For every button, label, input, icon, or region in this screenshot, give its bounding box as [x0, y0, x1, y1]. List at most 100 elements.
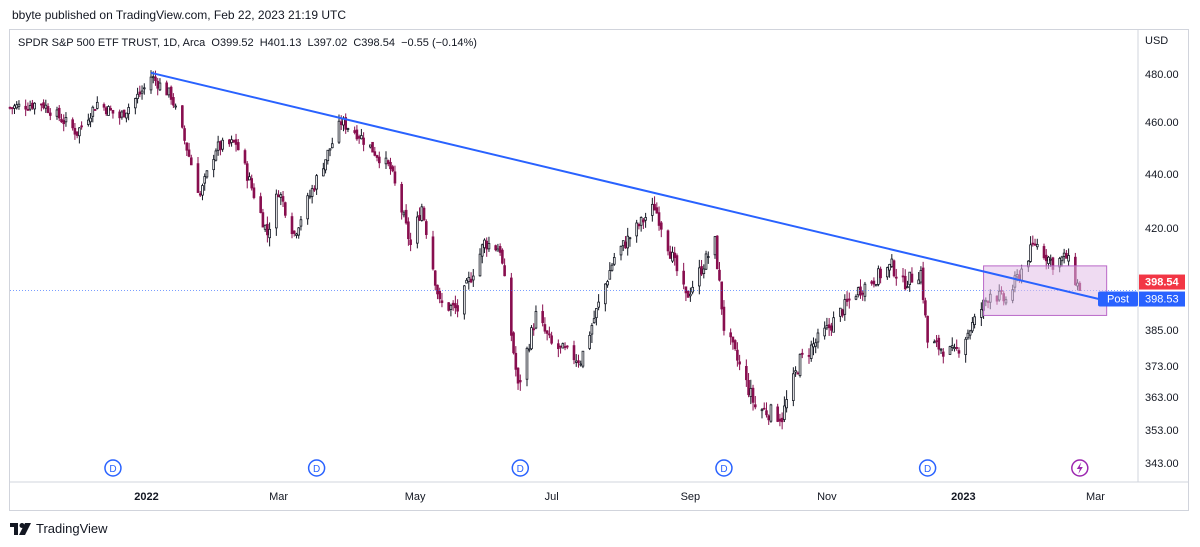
candle [563, 342, 567, 351]
candle [107, 105, 110, 116]
candle [322, 162, 325, 177]
candle [720, 281, 724, 315]
price-axis-tick: 440.00 [1145, 169, 1179, 181]
candle [624, 236, 627, 249]
candle [228, 138, 231, 147]
candle [561, 342, 565, 349]
lightning-icon [1071, 459, 1089, 477]
candle [785, 390, 788, 413]
candle [794, 366, 797, 377]
candle [910, 267, 914, 283]
candle [498, 243, 502, 256]
candle [892, 259, 896, 278]
close-value: C398.54 [353, 37, 395, 49]
dividend-marker: D [715, 459, 733, 477]
candle [653, 196, 656, 211]
candle [447, 302, 450, 312]
candle [75, 131, 79, 139]
candle [753, 395, 757, 410]
candle [512, 331, 515, 355]
candle [120, 110, 124, 120]
symbol-name[interactable]: SPDR S&P 500 ETF TRUST, 1D, Arca [18, 37, 206, 49]
svg-text:D: D [313, 464, 320, 475]
candle [15, 101, 19, 110]
candle [675, 253, 679, 276]
candle [268, 222, 271, 247]
candle [214, 148, 218, 162]
svg-text:D: D [720, 464, 727, 475]
candle [181, 105, 184, 129]
candle [843, 294, 847, 321]
candle [353, 126, 356, 135]
candle [953, 343, 956, 352]
candle [346, 127, 350, 133]
candle [980, 302, 983, 327]
candle [111, 109, 115, 119]
candle [89, 113, 92, 128]
candle [328, 148, 332, 157]
candle [713, 236, 717, 259]
candle [422, 206, 426, 222]
candle [149, 70, 153, 94]
candle [236, 139, 240, 151]
candle [485, 237, 489, 257]
candle [702, 264, 706, 279]
candle [389, 157, 392, 175]
candle [136, 87, 139, 104]
candle [478, 248, 482, 277]
candle [655, 202, 659, 214]
chart-frame [9, 29, 1189, 511]
candle [628, 236, 632, 247]
candle [1065, 250, 1068, 259]
candle [299, 216, 303, 231]
candle [42, 99, 45, 110]
candle [456, 299, 459, 318]
candle [747, 373, 750, 398]
candle [465, 277, 468, 284]
brand[interactable]: TradingView [10, 521, 108, 536]
candle [619, 245, 623, 261]
candle [433, 270, 437, 291]
candle [686, 290, 690, 298]
time-axis-tick: Nov [817, 491, 837, 503]
candle [565, 345, 569, 350]
symbol-legend: SPDR S&P 500 ETF TRUST, 1D, Arca O399.52… [18, 37, 477, 49]
candle [597, 294, 600, 311]
candle [877, 265, 880, 287]
candle [259, 192, 262, 214]
candle [765, 402, 768, 418]
candle [189, 154, 193, 166]
candle [1031, 235, 1035, 247]
candle [637, 222, 641, 230]
candle [698, 259, 701, 295]
candle [185, 142, 189, 156]
candle [471, 268, 475, 287]
candle [1062, 248, 1066, 264]
time-axis-tick: Mar [1086, 491, 1105, 503]
candle [933, 339, 936, 344]
candle [642, 217, 645, 230]
candle [715, 235, 719, 270]
candle [541, 304, 544, 327]
post-price-label: Post 398.53 [1098, 291, 1185, 307]
svg-text:398.54: 398.54 [1145, 277, 1180, 289]
candle [183, 125, 186, 145]
candle [172, 93, 175, 108]
candle [369, 144, 372, 149]
candle [671, 246, 674, 263]
candle [588, 331, 591, 351]
candle [888, 263, 891, 278]
candle [527, 343, 531, 353]
candle [469, 272, 473, 284]
candle [48, 108, 52, 121]
candle [248, 172, 251, 181]
candle [530, 325, 533, 351]
candle [514, 346, 518, 377]
candle [621, 240, 625, 252]
candle [91, 105, 95, 123]
candle [87, 113, 90, 127]
candle [651, 197, 654, 222]
candle [1033, 238, 1037, 247]
candle [626, 227, 630, 256]
